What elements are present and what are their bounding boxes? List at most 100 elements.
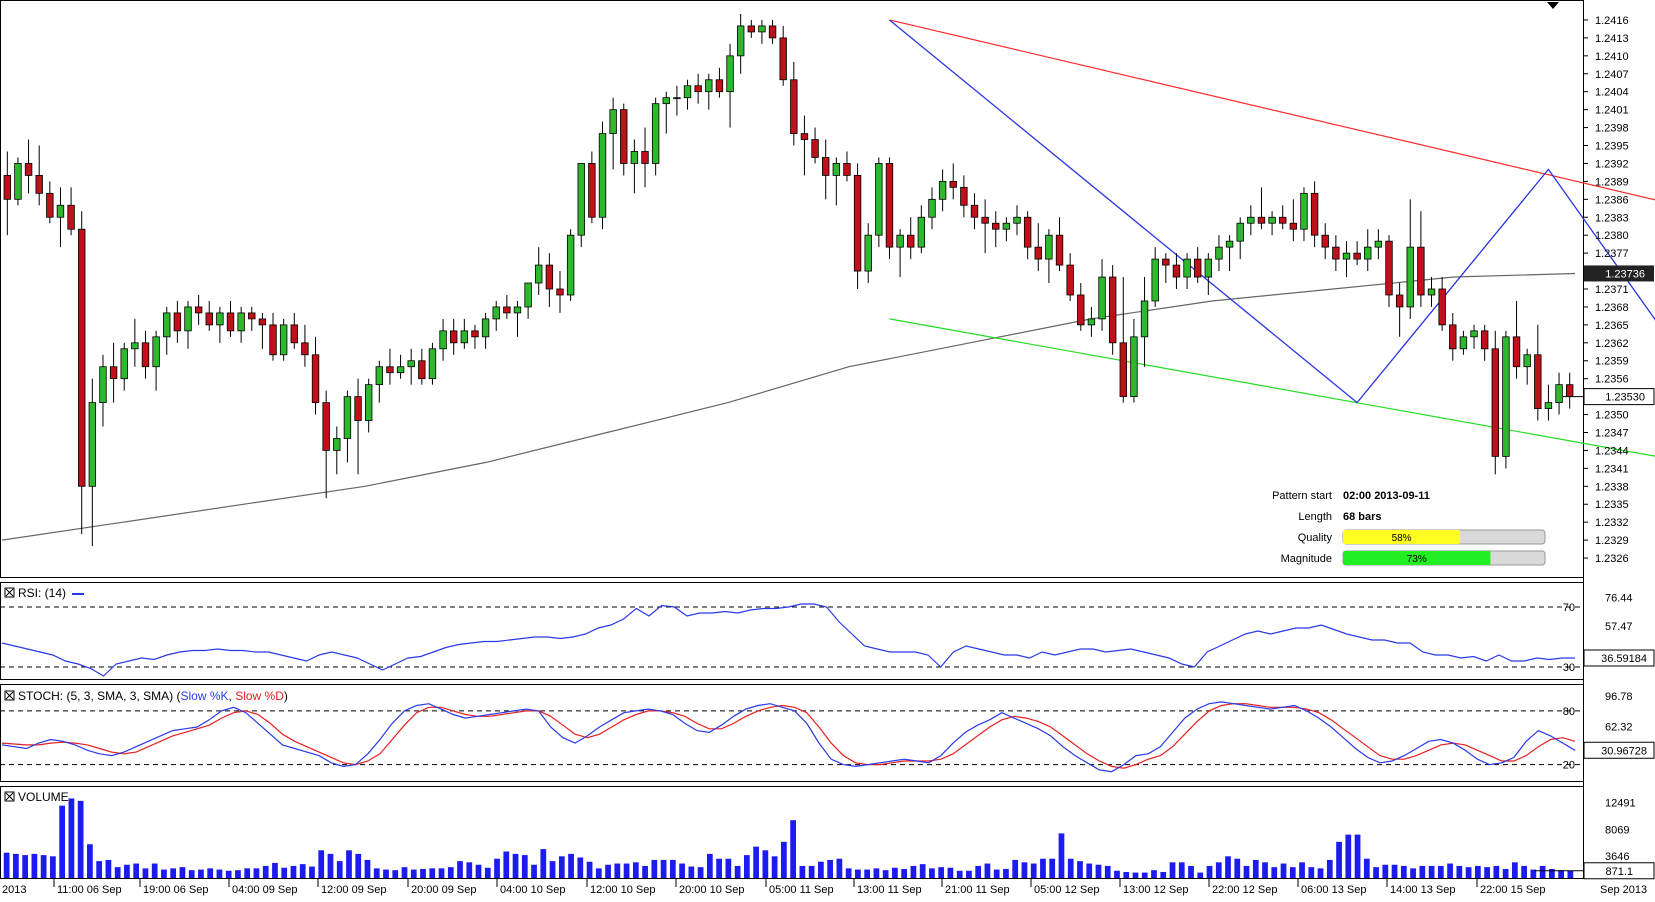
candle-body [599, 134, 606, 218]
candle-up [578, 163, 585, 247]
candle-body [25, 163, 32, 175]
volume-title: VOLUME [18, 790, 69, 804]
time-label: 05:00 12 Sep [1034, 884, 1099, 896]
candle-up [1503, 331, 1510, 469]
info-bar-value: 58% [1392, 533, 1412, 544]
candle-body [897, 235, 904, 247]
stoch-header: STOCH: (5, 3, SMA, 3, SMA) (Slow %K, Slo… [5, 689, 288, 703]
volume-bar [642, 866, 648, 878]
volume-bar [346, 850, 352, 878]
volume-bar [476, 865, 482, 878]
candle-body [982, 217, 989, 223]
volume-bar [670, 860, 676, 878]
volume-bar [485, 868, 491, 878]
volume-bar [707, 854, 713, 878]
candle-body [1481, 331, 1488, 349]
info-label: Length [1298, 511, 1332, 523]
candle-body [408, 361, 415, 367]
candle-body [36, 175, 43, 193]
volume-bar [1401, 866, 1407, 878]
time-label: 22:00 12 Sep [1212, 884, 1277, 896]
volume-bar [957, 871, 963, 878]
candle-body [1152, 259, 1159, 301]
price-tick-label: 1.2350 [1595, 410, 1629, 422]
volume-bar [540, 849, 546, 878]
volume-bar [753, 847, 759, 878]
volume-bar [1225, 856, 1231, 878]
time-label: 2013 [2, 884, 26, 896]
panel-tick-label: 96.78 [1605, 691, 1633, 703]
volume-last-value-label: 871.1 [1605, 866, 1633, 878]
candle-body [737, 26, 744, 56]
volume-bar [87, 844, 93, 878]
volume-bar [633, 862, 639, 878]
volume-bar [152, 864, 158, 878]
volume-bar [781, 842, 787, 878]
time-label: 21:00 11 Sep [945, 884, 1010, 896]
volume-bar [50, 856, 56, 878]
volume-bar [1096, 865, 1102, 878]
candle-down [78, 211, 85, 534]
volume-bar [1059, 833, 1065, 878]
candle-body [631, 151, 638, 163]
volume-tick-label: 3646 [1605, 851, 1629, 863]
price-tick-label: 1.2347 [1595, 427, 1629, 439]
candle-body [1003, 223, 1010, 229]
candle-body [227, 313, 234, 331]
volume-bar [1373, 867, 1379, 878]
volume-bar [1031, 864, 1037, 878]
panel-tick-label: 57.47 [1605, 621, 1633, 633]
time-label: 12:00 10 Sep [590, 884, 655, 896]
candle-body [1301, 193, 1308, 229]
price-tick-label: 1.2326 [1595, 553, 1629, 565]
price-tick-label: 1.2404 [1595, 87, 1629, 99]
volume-bar [698, 867, 704, 878]
volume-bar [577, 858, 583, 878]
volume-bar [198, 870, 204, 878]
candle-body [68, 205, 75, 229]
volume-bar [1234, 859, 1240, 878]
candle-body [1322, 235, 1329, 247]
candle-body [472, 331, 479, 337]
candle-body [482, 319, 489, 337]
candle-body [620, 110, 627, 164]
volume-bar [1253, 860, 1259, 878]
volume-bar [263, 866, 269, 878]
volume-bar [291, 866, 297, 878]
candle-body [1014, 217, 1021, 223]
candle-body [557, 289, 564, 295]
volume-bar [966, 871, 972, 878]
candle-body [110, 367, 117, 379]
price-tick-label: 1.2413 [1595, 33, 1629, 45]
candle-body [78, 229, 85, 486]
volume-bar [78, 801, 84, 878]
candle-body [1248, 217, 1255, 223]
volume-bar [272, 863, 278, 878]
candle-body [1364, 247, 1371, 259]
price-tick-label: 1.2395 [1595, 141, 1629, 153]
volume-bar [254, 868, 260, 878]
volume-bar [1188, 866, 1194, 878]
info-label: Pattern start [1272, 490, 1332, 502]
volume-bar [1244, 866, 1250, 878]
volume-bar [466, 862, 472, 878]
candle-body [1194, 259, 1201, 277]
volume-bar [281, 868, 287, 878]
info-label: Magnitude [1281, 553, 1332, 565]
time-label: 19:00 06 Sep [143, 884, 208, 896]
volume-bar [365, 860, 371, 878]
volume-tick-label: 8069 [1605, 824, 1629, 836]
volume-bar [1521, 866, 1527, 878]
volume-bar [1410, 868, 1416, 878]
volume-bar [457, 861, 463, 878]
candle-body [248, 313, 255, 319]
volume-bar [772, 856, 778, 878]
volume-bar [587, 862, 593, 878]
candle-up [599, 122, 606, 230]
candle-body [132, 343, 139, 349]
volume-bar [1438, 866, 1444, 878]
candle-body [1024, 217, 1031, 247]
volume-bar [735, 866, 741, 878]
candle-body [1449, 325, 1456, 349]
volume-bar [1040, 859, 1046, 878]
